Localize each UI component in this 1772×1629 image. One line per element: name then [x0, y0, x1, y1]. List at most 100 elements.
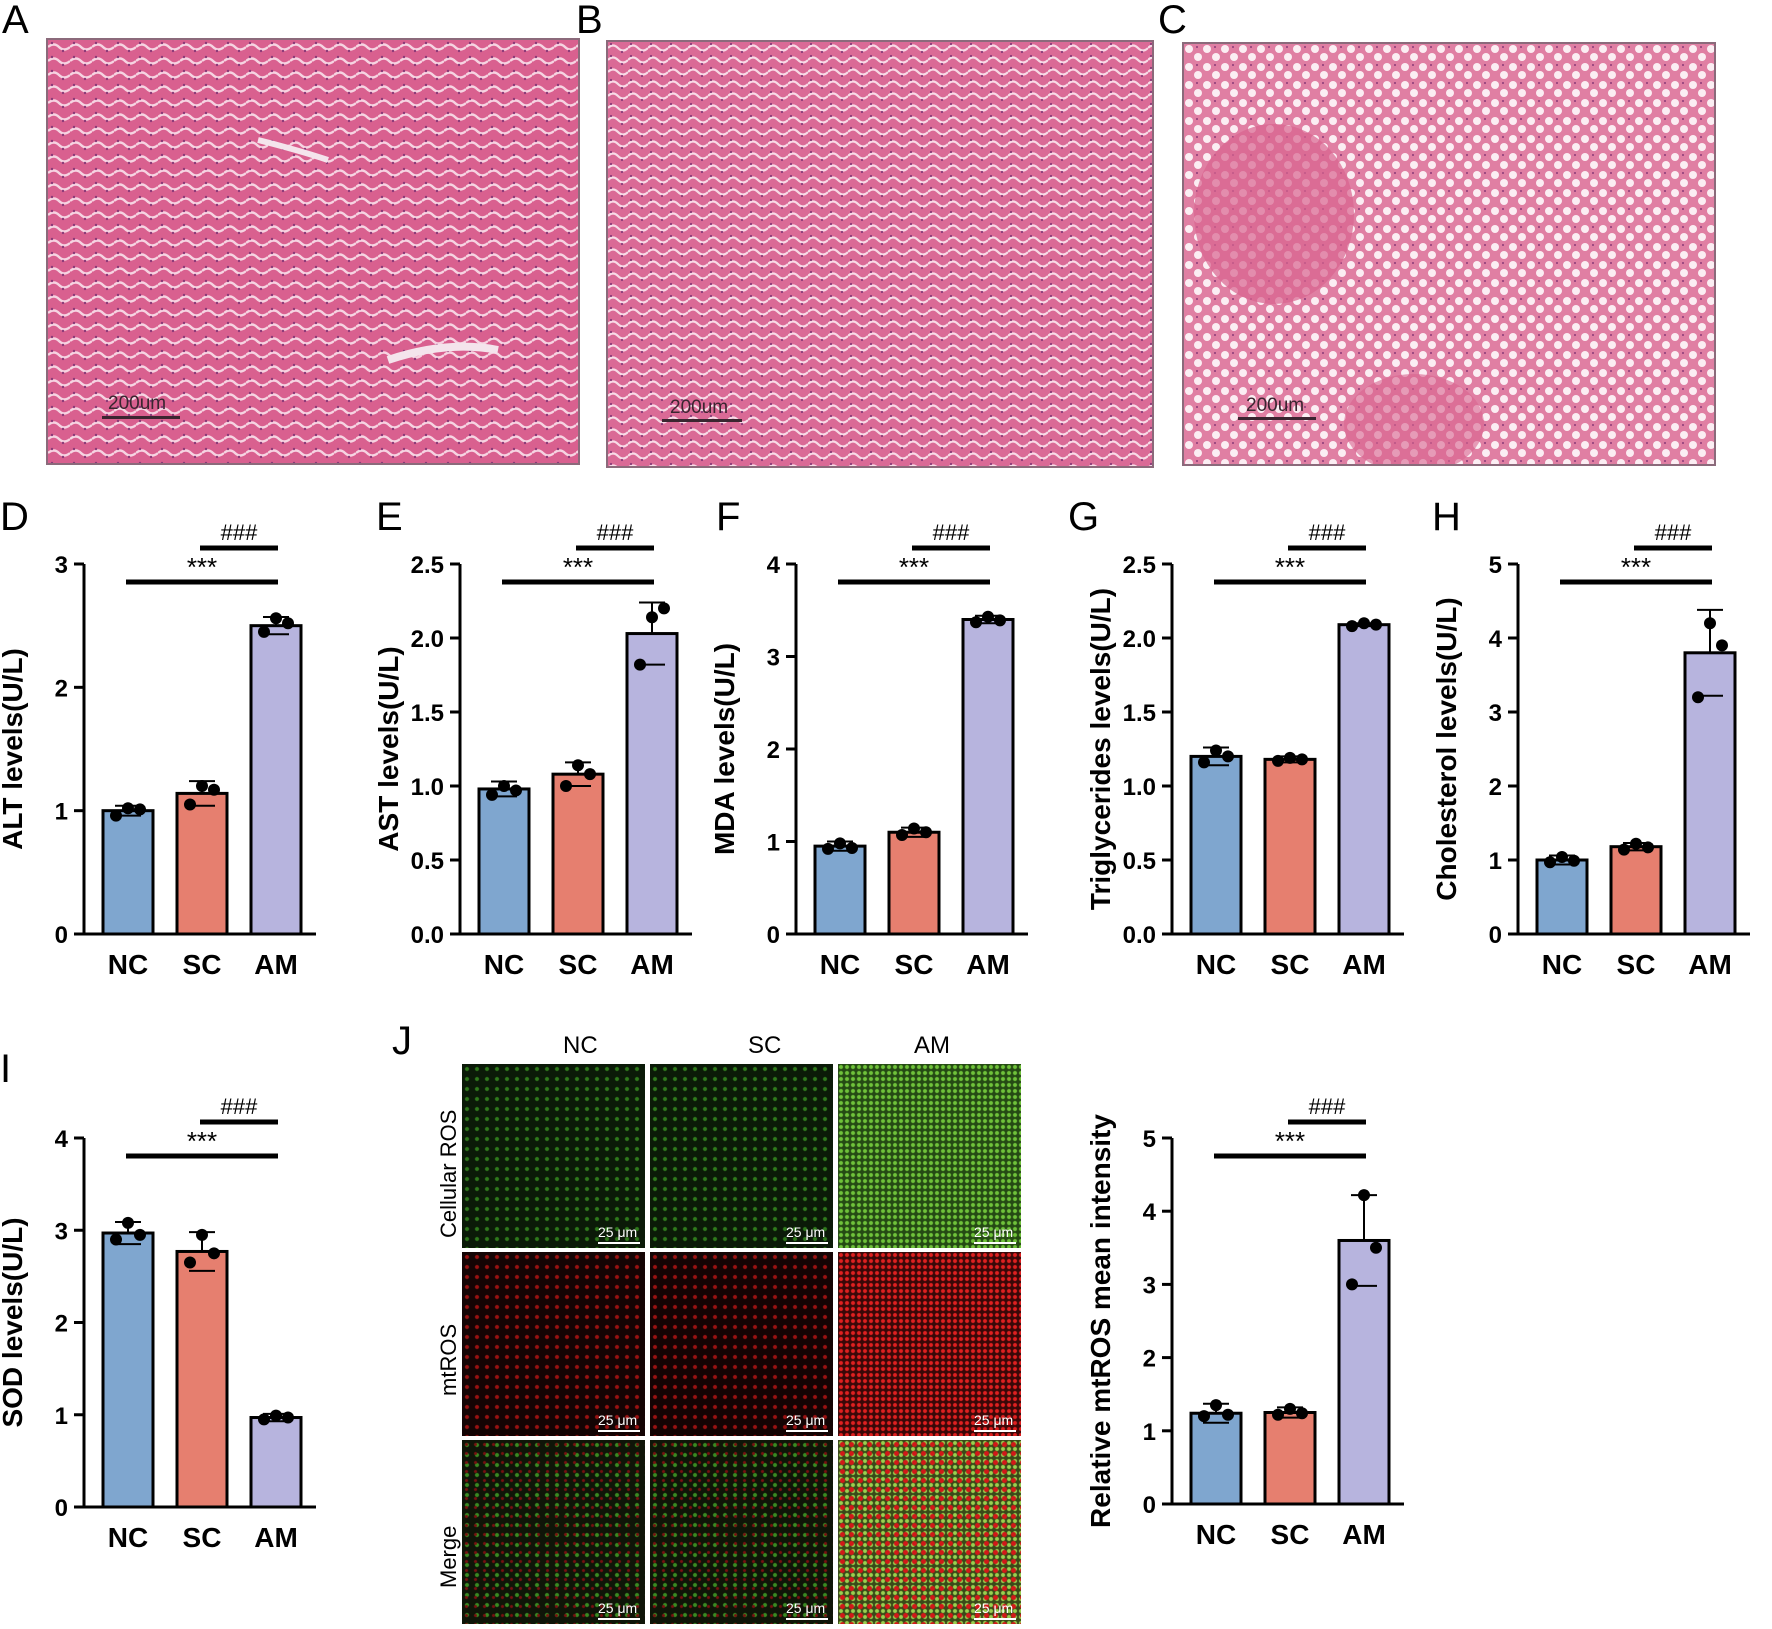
- panel-letter-a: A: [2, 0, 29, 42]
- microscopy-scale-label: 25 μm: [786, 1412, 826, 1428]
- bar-j-am: [1337, 1238, 1391, 1506]
- microscopy-scale-bar: [598, 1242, 640, 1244]
- y-tick-label-h: 1: [1489, 848, 1502, 875]
- y-tick-label-d: 1: [55, 799, 68, 826]
- data-point-e-sc: [584, 768, 596, 781]
- y-tick-label-e: 2.5: [411, 552, 444, 579]
- microscopy-scale-label: 25 μm: [598, 1600, 638, 1616]
- data-point-g-sc: [1272, 754, 1284, 767]
- microscopy-column-label-am: AM: [914, 1032, 950, 1059]
- he-scale-bar-b: [662, 419, 742, 422]
- y-tick-label-d: 0: [55, 922, 68, 949]
- bar-j-nc: [1189, 1411, 1243, 1506]
- data-point-e-am: [646, 611, 658, 624]
- he-image-c: [1182, 42, 1716, 466]
- x-tick-label-i-am: AM: [254, 1522, 298, 1553]
- y-tick-label-g: 2.5: [1123, 552, 1156, 579]
- sig-label-hash-h: ###: [1655, 520, 1692, 545]
- microscopy-scale-bar: [598, 1618, 640, 1620]
- y-axis-label-d: ALT levels(U/L): [0, 648, 28, 850]
- data-point-g-am: [1346, 620, 1358, 633]
- y-tick-label-e: 2.0: [411, 626, 444, 653]
- sig-label-star-f: ***: [899, 552, 929, 582]
- data-point-f-sc: [920, 826, 932, 839]
- microscopy-scale-bar: [974, 1242, 1016, 1244]
- bar-i-sc: [175, 1249, 229, 1509]
- y-tick-label-j: 4: [1143, 1199, 1157, 1226]
- he-scale-label-c: 200um: [1246, 395, 1305, 416]
- y-tick-label-e: 0.5: [411, 848, 444, 875]
- data-point-f-am: [994, 614, 1006, 627]
- he-scale-bar-a: [102, 416, 180, 419]
- data-point-h-sc: [1618, 843, 1630, 856]
- data-point-j-nc: [1222, 1408, 1234, 1421]
- microscopy-row-label-cellular-ros: Cellular ROS: [436, 1109, 461, 1238]
- y-tick-label-j: 1: [1143, 1419, 1156, 1446]
- microscopy-scale-label: 25 μm: [974, 1600, 1014, 1616]
- bar-i-am: [249, 1416, 303, 1509]
- microscopy-image-cellular-ros-sc: [650, 1064, 833, 1248]
- microscopy-image-mtros-am: [838, 1252, 1021, 1436]
- microscopy-scale-label: 25 μm: [974, 1412, 1014, 1428]
- y-tick-label-f: 3: [767, 645, 780, 672]
- he-scale-label-a: 200um: [108, 393, 167, 414]
- microscopy-image-mtros-nc: [462, 1252, 645, 1436]
- x-tick-label-h-nc: NC: [1542, 949, 1582, 980]
- x-tick-label-f-sc: SC: [895, 949, 934, 980]
- microscopy-image-cellular-ros-am: [838, 1064, 1021, 1248]
- y-tick-label-f: 1: [767, 830, 780, 857]
- data-point-h-am: [1704, 617, 1716, 630]
- sig-label-star-d: ***: [187, 552, 217, 582]
- sig-label-hash-e: ###: [597, 520, 634, 545]
- data-point-e-nc: [510, 784, 522, 797]
- data-point-i-am: [282, 1411, 294, 1424]
- data-point-f-nc: [846, 841, 858, 854]
- y-axis-label-j: Relative mtROS mean intensity: [1085, 1114, 1116, 1528]
- data-point-f-nc: [822, 842, 834, 855]
- bar-h-sc: [1609, 845, 1663, 936]
- sig-label-star-j: ***: [1275, 1126, 1305, 1156]
- x-tick-label-d-nc: NC: [108, 949, 148, 980]
- microscopy-image-merge-nc: [462, 1440, 645, 1624]
- data-point-f-am: [982, 610, 994, 623]
- y-tick-label-i: 2: [55, 1311, 68, 1338]
- y-tick-label-i: 4: [55, 1126, 69, 1153]
- y-tick-label-h: 5: [1489, 552, 1502, 579]
- data-point-i-nc: [110, 1233, 122, 1246]
- x-tick-label-e-nc: NC: [484, 949, 524, 980]
- microscopy-scale-label: 25 μm: [598, 1412, 638, 1428]
- y-tick-label-e: 1.5: [411, 700, 444, 727]
- y-axis-label-i: SOD levels(U/L): [0, 1217, 28, 1427]
- he-image-a: [46, 38, 580, 465]
- bar-d-am: [249, 624, 303, 936]
- bar-h-am: [1683, 651, 1737, 936]
- data-point-d-nc: [122, 802, 134, 815]
- microscopy-scale-label: 25 μm: [598, 1224, 638, 1240]
- x-tick-label-i-sc: SC: [183, 1522, 222, 1553]
- x-tick-label-g-nc: NC: [1196, 949, 1236, 980]
- x-tick-label-g-sc: SC: [1271, 949, 1310, 980]
- data-point-d-nc: [110, 809, 122, 822]
- microscopy-row-label-mtros: mtROS: [436, 1323, 461, 1396]
- bar-d-nc: [101, 809, 155, 936]
- data-point-e-am: [634, 658, 646, 671]
- sig-label-hash-f: ###: [933, 520, 970, 545]
- data-point-j-nc: [1210, 1399, 1222, 1412]
- bar-f-am: [961, 618, 1015, 936]
- panel-letter-j: J: [392, 1019, 412, 1063]
- data-point-g-nc: [1198, 756, 1210, 769]
- sig-label-star-i: ***: [187, 1126, 217, 1156]
- data-point-e-nc: [486, 788, 498, 801]
- data-point-h-sc: [1630, 837, 1642, 850]
- data-point-g-am: [1358, 617, 1370, 630]
- data-point-h-am: [1716, 639, 1728, 652]
- microscopy-scale-label: 25 μm: [974, 1224, 1014, 1240]
- bar-g-nc: [1189, 754, 1243, 936]
- data-point-j-am: [1346, 1278, 1358, 1291]
- x-tick-label-f-nc: NC: [820, 949, 860, 980]
- x-tick-label-e-am: AM: [630, 949, 674, 980]
- data-point-j-nc: [1198, 1410, 1210, 1423]
- y-tick-label-i: 1: [55, 1403, 68, 1430]
- microscopy-scale-bar: [786, 1242, 828, 1244]
- y-tick-label-g: 0.5: [1123, 848, 1156, 875]
